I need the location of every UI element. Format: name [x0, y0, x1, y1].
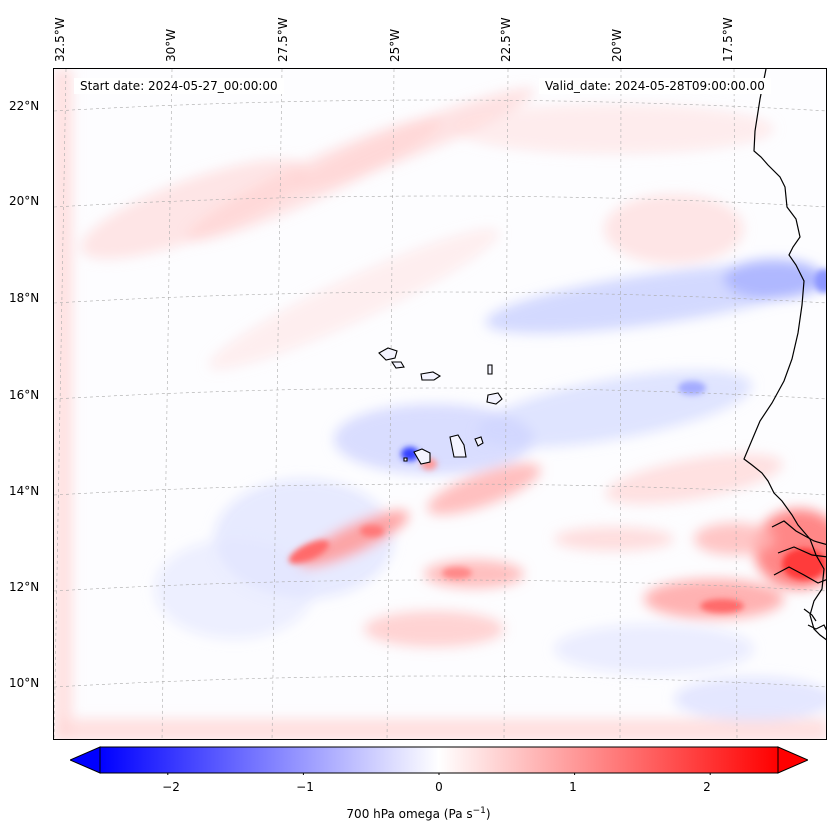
island-santo-antao [378, 347, 398, 361]
lat-label-22n: 22°N [9, 99, 40, 113]
colorbar-tick-0: 0 [435, 780, 443, 794]
colorbar-title-exponent: −1 [472, 806, 486, 816]
start-date-label: Start date: 2024-05-27_00:00:00 [74, 78, 284, 94]
colorbar [68, 745, 810, 777]
lon-label-25w: 25°W [388, 28, 402, 62]
lon-label-32-5w: 32.5°W [53, 17, 67, 62]
colorbar-tick-2: 2 [703, 780, 711, 794]
island-sao-nicolau [420, 371, 442, 381]
island-maio [474, 436, 484, 447]
graticule [54, 69, 826, 739]
island-fogo [413, 448, 431, 465]
lat-label-10n: 10°N [9, 676, 40, 690]
lon-label-17-5w: 17.5°W [721, 17, 735, 62]
island-sal [487, 364, 493, 375]
lat-label-20n: 20°N [9, 194, 40, 208]
colorbar-tick-1: 1 [569, 780, 577, 794]
colorbar-tick-neg2: −2 [162, 780, 180, 794]
lon-label-27-5w: 27.5°W [276, 17, 290, 62]
omega-extremes [288, 269, 826, 613]
colorbar-max-extend [777, 746, 810, 774]
island-brava [403, 457, 408, 462]
valid-date-label: Valid_date: 2024-05-28T09:00:00.00 [539, 78, 771, 94]
lat-label-12n: 12°N [9, 580, 40, 594]
colorbar-svg [68, 746, 810, 777]
lat-label-18n: 18°N [9, 291, 40, 305]
african-coastline [743, 69, 826, 641]
island-santiago [449, 434, 467, 458]
island-boa-vista [486, 392, 503, 405]
cape-verde-islands [378, 347, 503, 465]
lat-label-14n: 14°N [9, 484, 40, 498]
omega-field-map [54, 69, 826, 739]
colorbar-min-extend [68, 746, 101, 774]
map-panel [53, 68, 827, 740]
colorbar-title-main: 700 hPa omega (Pa s [346, 807, 473, 821]
colorbar-tick-neg1: −1 [296, 780, 314, 794]
omega-field [54, 69, 826, 739]
island-sao-vicente [390, 361, 405, 369]
colorbar-title-close: ) [485, 807, 491, 821]
lon-label-22-5w: 22.5°W [499, 17, 513, 62]
colorbar-title: 700 hPa omega (Pa s−1) [0, 806, 837, 821]
lon-label-30w: 30°W [164, 28, 178, 62]
lat-label-16n: 16°N [9, 388, 40, 402]
colorbar-gradient [99, 746, 779, 774]
lon-label-20w: 20°W [610, 28, 624, 62]
